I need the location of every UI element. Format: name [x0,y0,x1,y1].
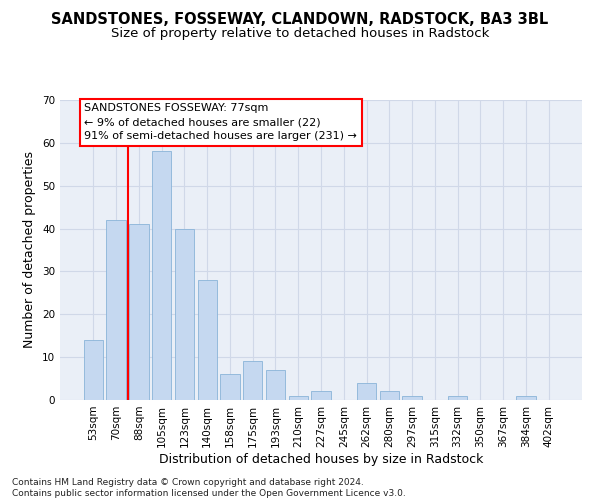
Bar [220,374,239,400]
Bar [152,152,172,400]
Bar [175,228,194,400]
Bar [197,280,217,400]
Bar [129,224,149,400]
Bar [243,362,262,400]
Bar [266,370,285,400]
X-axis label: Distribution of detached houses by size in Radstock: Distribution of detached houses by size … [159,452,483,466]
Bar [448,396,467,400]
Y-axis label: Number of detached properties: Number of detached properties [23,152,37,348]
Bar [289,396,308,400]
Bar [403,396,422,400]
Text: Contains HM Land Registry data © Crown copyright and database right 2024.
Contai: Contains HM Land Registry data © Crown c… [12,478,406,498]
Text: SANDSTONES, FOSSEWAY, CLANDOWN, RADSTOCK, BA3 3BL: SANDSTONES, FOSSEWAY, CLANDOWN, RADSTOCK… [52,12,548,28]
Bar [357,383,376,400]
Bar [380,392,399,400]
Text: SANDSTONES FOSSEWAY: 77sqm
← 9% of detached houses are smaller (22)
91% of semi-: SANDSTONES FOSSEWAY: 77sqm ← 9% of detac… [84,104,357,142]
Bar [106,220,126,400]
Bar [516,396,536,400]
Text: Size of property relative to detached houses in Radstock: Size of property relative to detached ho… [111,28,489,40]
Bar [84,340,103,400]
Bar [311,392,331,400]
